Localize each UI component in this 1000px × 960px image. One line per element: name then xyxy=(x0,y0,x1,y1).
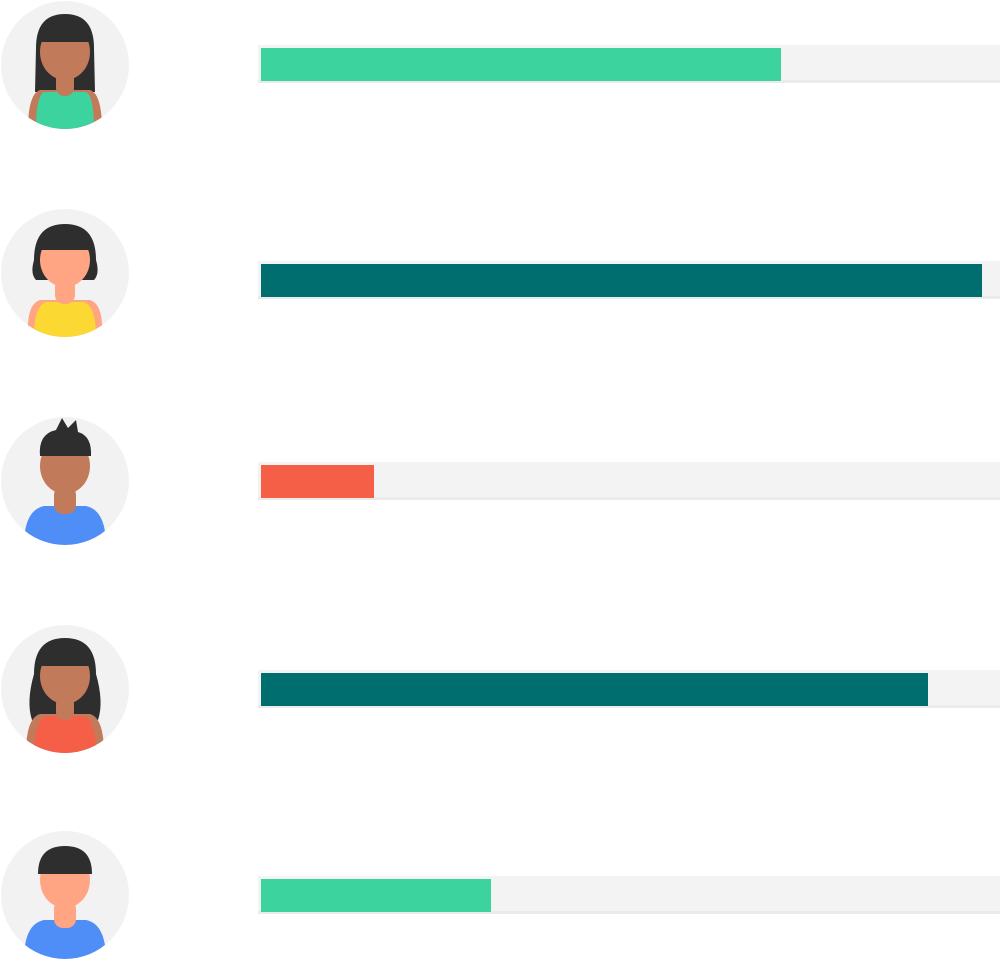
woman-long-hair-green-top-icon xyxy=(1,1,129,129)
progress-track xyxy=(258,462,1000,500)
avatar xyxy=(0,416,130,546)
progress-track xyxy=(258,261,1000,299)
progress-fill xyxy=(261,879,491,912)
woman-bob-hair-yellow-top-icon xyxy=(1,209,129,337)
list-item xyxy=(0,208,1000,338)
avatar xyxy=(0,830,130,960)
progress-track xyxy=(258,45,1000,83)
man-short-hair-blue-shirt-icon xyxy=(1,831,129,959)
progress-fill xyxy=(261,264,982,297)
woman-long-hair-red-top-icon xyxy=(1,625,129,753)
avatar xyxy=(0,0,130,130)
avatar xyxy=(0,624,130,754)
progress-track xyxy=(258,876,1000,914)
progress-fill xyxy=(261,465,374,498)
list-item xyxy=(0,0,1000,130)
list-item xyxy=(0,830,1000,960)
progress-fill xyxy=(261,48,781,81)
man-spiky-hair-blue-shirt-icon xyxy=(1,417,129,545)
progress-track xyxy=(258,670,1000,708)
progress-fill xyxy=(261,673,928,706)
avatar xyxy=(0,208,130,338)
list-item xyxy=(0,416,1000,546)
list-item xyxy=(0,624,1000,754)
